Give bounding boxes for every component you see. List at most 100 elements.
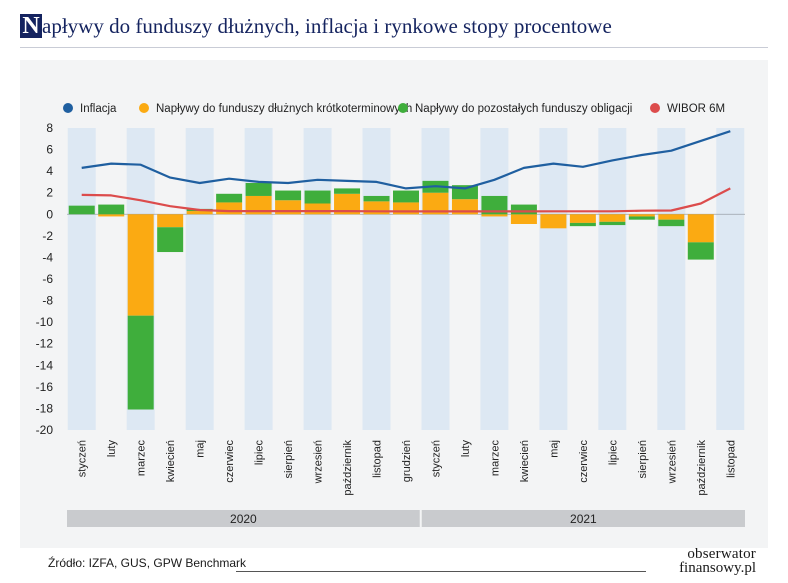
bar-short-term — [127, 214, 154, 316]
x-tick-label: październik — [342, 440, 354, 496]
y-tick-label: 4 — [46, 164, 53, 178]
y-tick-label: -16 — [36, 380, 54, 394]
y-tick-label: -8 — [42, 294, 53, 308]
x-tick-label: listopad — [372, 440, 384, 478]
x-tick-label: kwiecień — [165, 440, 177, 482]
x-tick-label: luty — [106, 440, 118, 458]
y-tick-label: 2 — [46, 186, 53, 200]
y-tick-label: -20 — [36, 423, 54, 437]
line-inflation — [81, 130, 731, 190]
bar-short-term — [599, 214, 626, 222]
bar-other-bonds — [275, 190, 302, 201]
bar-other-bonds — [569, 222, 596, 227]
year-group-label: 2020 — [230, 512, 257, 526]
bar-other-bonds — [68, 205, 95, 215]
footer-rule — [236, 571, 646, 572]
x-tick-label: maj — [548, 440, 560, 458]
brand-line1: obserwator — [687, 546, 756, 562]
chart-panel: 8 6 4 2 0 -2 -4 -6 -8 -10 -12 -14 -16 -18 -20 Inflacja N… — [20, 60, 768, 548]
chart-svg: 8 6 4 2 0 -2 -4 -6 -8 -10 -12 -14 -16 -18 -20 Inflacja N… — [36, 103, 745, 527]
bar-short-term — [569, 214, 596, 223]
x-tick-label: marzec — [489, 440, 501, 477]
line-wibor — [81, 187, 731, 213]
bar-other-bonds — [628, 216, 655, 220]
bar-other-bonds — [658, 219, 685, 227]
x-tick-label: lipiec — [607, 440, 619, 466]
legend-label: Napływy do pozostałych funduszy obligacj… — [415, 103, 632, 115]
y-tick-label: 6 — [46, 143, 53, 157]
x-tick-label: czerwiec — [578, 440, 590, 483]
column-band — [67, 128, 96, 430]
source-note: Źródło: IZFA, GUS, GPW Benchmark — [48, 556, 247, 570]
y-tick-label: -4 — [42, 250, 53, 264]
column-band — [185, 128, 214, 430]
bar-short-term — [393, 202, 419, 215]
column-band — [598, 128, 627, 430]
x-tick-label: lipiec — [254, 440, 266, 466]
column-band — [421, 128, 450, 430]
x-tick-label: kwiecień — [519, 440, 531, 482]
y-tick-label: -14 — [36, 358, 54, 372]
x-tick-label: marzec — [136, 440, 148, 477]
x-tick-label: wrzesień — [666, 440, 678, 484]
bar-other-bonds — [216, 193, 243, 203]
chart-title: N apływy do funduszy dłużnych, inflacja … — [20, 14, 612, 38]
legend-marker — [63, 103, 73, 113]
bar-other-bonds — [245, 183, 272, 196]
bar-other-bonds — [127, 315, 154, 410]
bar-short-term — [540, 214, 567, 229]
bar-other-bonds — [510, 204, 537, 215]
bar-other-bonds — [157, 227, 184, 253]
title-text: apływy do funduszy dłużnych, inflacja i … — [42, 14, 612, 38]
bar-short-term — [304, 203, 331, 215]
y-tick-label: -12 — [36, 337, 54, 351]
column-band — [716, 128, 745, 430]
y-tick-label: -10 — [36, 315, 54, 329]
column-band — [303, 128, 332, 430]
bar-other-bonds — [393, 190, 419, 203]
y-tick-label: -2 — [42, 229, 53, 243]
x-tick-label: luty — [460, 440, 472, 458]
legend-label: Inflacja — [80, 103, 117, 115]
year-group-band — [421, 510, 745, 527]
column-band — [539, 128, 568, 430]
x-tick-label: wrzesień — [313, 440, 325, 484]
bar-other-bonds — [687, 242, 714, 260]
bar-short-term — [334, 193, 361, 215]
brand-logo: obserwator finansowy.pl — [236, 546, 756, 580]
year-group-label: 2021 — [570, 512, 597, 526]
title-initial: N — [20, 14, 42, 38]
bar-other-bonds — [599, 221, 626, 226]
column-band — [362, 128, 391, 430]
x-tick-label: sierpień — [283, 440, 295, 479]
bar-short-term — [157, 214, 184, 228]
legend-marker — [139, 103, 149, 113]
bar-other-bonds — [334, 188, 361, 194]
x-tick-label: sierpień — [637, 440, 649, 479]
x-tick-label: styczeń — [430, 440, 442, 477]
column-band — [244, 128, 273, 430]
bar-short-term — [658, 214, 685, 220]
bar-short-term — [216, 202, 243, 215]
x-tick-label: październik — [696, 440, 708, 496]
y-tick-label: -6 — [42, 272, 53, 286]
x-tick-label: grudzień — [401, 440, 413, 482]
year-group-band — [67, 510, 420, 527]
column-band — [657, 128, 686, 430]
bar-short-term — [422, 192, 449, 215]
column-band — [480, 128, 509, 430]
bar-short-term — [481, 214, 508, 217]
bar-short-term — [628, 214, 655, 217]
y-tick-label: -18 — [36, 401, 54, 415]
legend-label: WIBOR 6M — [667, 103, 725, 115]
bar-short-term — [245, 195, 272, 215]
bar-short-term — [186, 211, 213, 215]
legend-marker — [398, 103, 408, 113]
y-tick-label: 0 — [46, 207, 53, 221]
bar-short-term — [687, 214, 714, 243]
bar-other-bonds — [98, 204, 125, 215]
bar-short-term — [510, 214, 537, 224]
brand-line2: finansowy.pl — [679, 560, 756, 576]
bar-short-term — [98, 214, 125, 217]
x-tick-label: czerwiec — [224, 440, 236, 483]
